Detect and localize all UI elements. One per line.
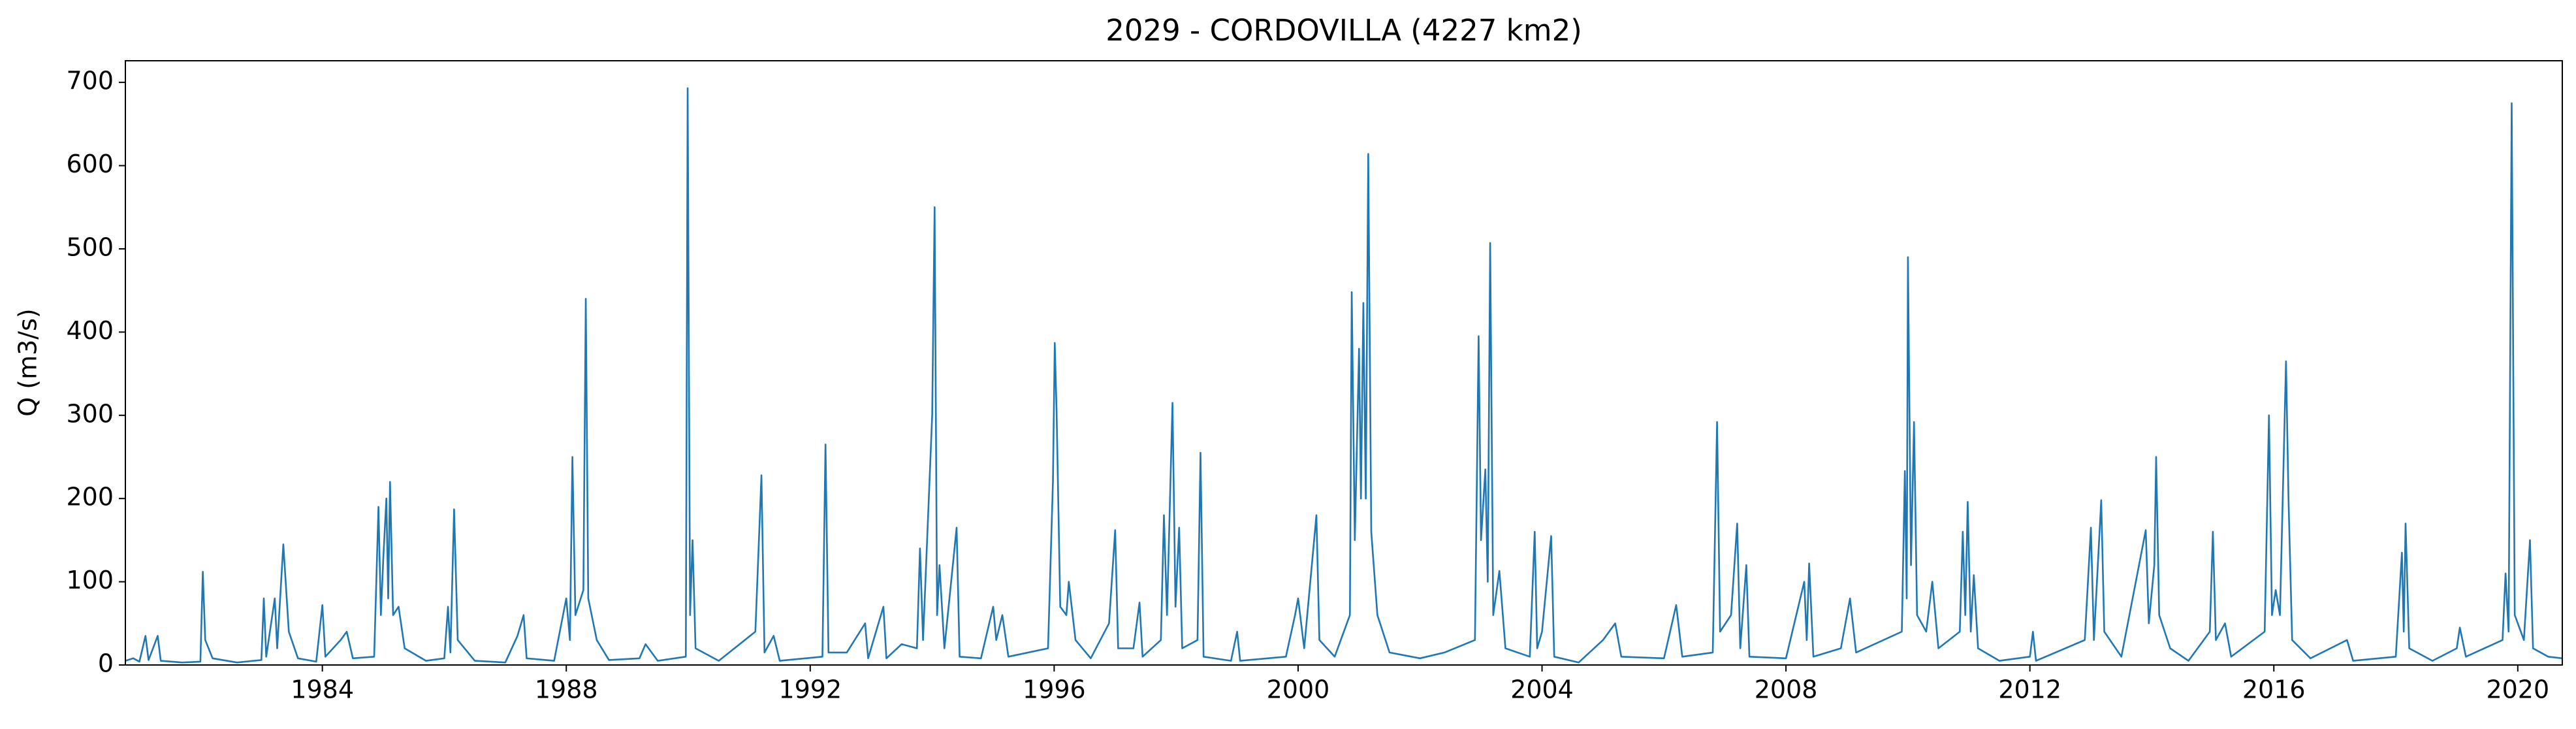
y-tick-label: 600 xyxy=(66,150,114,178)
y-tick-label: 500 xyxy=(66,233,114,261)
x-tick-label: 2012 xyxy=(1998,675,2061,704)
y-tick-label: 400 xyxy=(66,316,114,345)
y-tick-label: 100 xyxy=(66,566,114,594)
x-tick-label: 1992 xyxy=(778,675,842,704)
x-tick-label: 2020 xyxy=(2486,675,2549,704)
x-tick-label: 2000 xyxy=(1267,675,1330,704)
line-series xyxy=(125,87,2563,664)
x-tick-label: 1988 xyxy=(535,675,598,704)
x-tick-label: 1996 xyxy=(1023,675,1086,704)
plot-frame xyxy=(125,60,2563,666)
chart-title: 2029 - CORDOVILLA (4227 km2) xyxy=(1105,13,1582,48)
y-axis-label: Q (m3/s) xyxy=(14,308,42,416)
x-tick-label: 2016 xyxy=(2242,675,2306,704)
y-tick-label: 700 xyxy=(66,67,114,95)
x-tick-label: 1984 xyxy=(291,675,354,704)
x-tick-label: 2004 xyxy=(1510,675,1574,704)
y-tick-label: 200 xyxy=(66,483,114,511)
y-tick-label: 300 xyxy=(66,399,114,428)
x-tick-label: 2008 xyxy=(1755,675,1818,704)
y-tick-label: 0 xyxy=(98,649,114,678)
